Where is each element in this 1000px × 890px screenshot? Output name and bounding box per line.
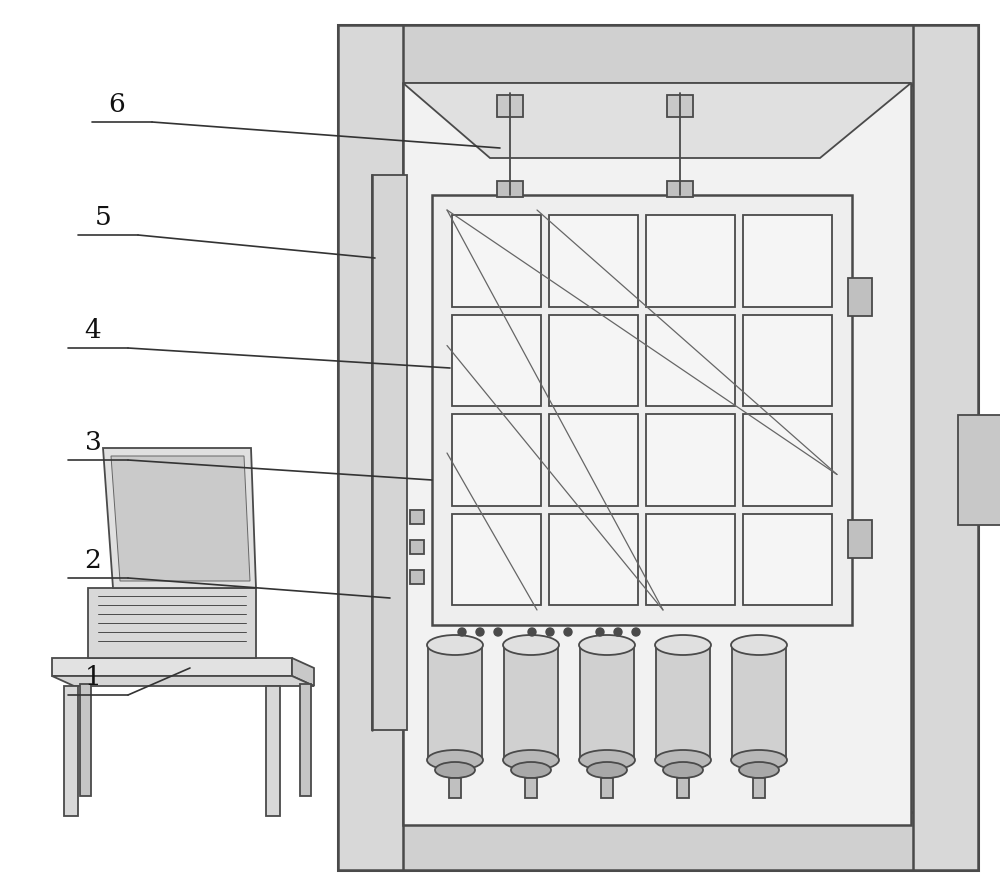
Circle shape <box>528 628 536 636</box>
Ellipse shape <box>655 635 711 655</box>
Polygon shape <box>103 448 256 588</box>
Circle shape <box>494 628 502 636</box>
Polygon shape <box>111 456 250 581</box>
Ellipse shape <box>579 750 635 770</box>
Bar <box>848 278 872 316</box>
Ellipse shape <box>427 750 483 770</box>
Bar <box>449 778 461 798</box>
Bar <box>667 181 693 197</box>
Text: 5: 5 <box>95 205 111 230</box>
Bar <box>743 414 832 506</box>
Bar <box>656 645 710 760</box>
Circle shape <box>596 628 604 636</box>
Text: 4: 4 <box>85 318 101 343</box>
Bar <box>372 175 407 730</box>
Bar <box>549 215 638 306</box>
Bar <box>88 588 256 658</box>
Polygon shape <box>52 676 314 686</box>
Text: 1: 1 <box>85 665 101 690</box>
Bar <box>667 95 693 117</box>
Bar <box>743 314 832 406</box>
Text: 6: 6 <box>109 92 125 117</box>
Bar <box>452 414 541 506</box>
Ellipse shape <box>503 750 559 770</box>
Bar <box>549 514 638 605</box>
Bar <box>525 778 537 798</box>
Bar <box>338 812 978 870</box>
Bar <box>549 414 638 506</box>
Ellipse shape <box>731 750 787 770</box>
Circle shape <box>564 628 572 636</box>
Bar <box>646 414 735 506</box>
Polygon shape <box>292 658 314 686</box>
Bar <box>52 658 292 676</box>
Bar <box>580 645 634 760</box>
Bar <box>601 778 613 798</box>
Ellipse shape <box>435 762 475 778</box>
Bar <box>452 215 541 306</box>
Bar <box>753 778 765 798</box>
Ellipse shape <box>655 750 711 770</box>
Bar <box>743 215 832 306</box>
Bar <box>338 25 978 870</box>
Bar <box>549 314 638 406</box>
Circle shape <box>614 628 622 636</box>
Bar <box>432 195 852 625</box>
Bar <box>646 514 735 605</box>
Bar <box>300 684 311 796</box>
Bar <box>913 25 978 870</box>
Bar <box>732 645 786 760</box>
Ellipse shape <box>427 635 483 655</box>
Bar <box>452 514 541 605</box>
Bar <box>743 514 832 605</box>
Ellipse shape <box>731 635 787 655</box>
Ellipse shape <box>503 635 559 655</box>
Bar <box>266 686 280 816</box>
Bar <box>410 510 424 524</box>
Text: 2: 2 <box>85 548 101 573</box>
Ellipse shape <box>511 762 551 778</box>
Bar <box>677 778 689 798</box>
Circle shape <box>458 628 466 636</box>
Bar <box>848 520 872 558</box>
Bar <box>410 540 424 554</box>
Ellipse shape <box>587 762 627 778</box>
Bar <box>958 415 1000 525</box>
Polygon shape <box>403 83 911 158</box>
Bar <box>504 645 558 760</box>
Ellipse shape <box>739 762 779 778</box>
Circle shape <box>546 628 554 636</box>
Bar <box>338 25 403 870</box>
Bar <box>646 215 735 306</box>
Ellipse shape <box>663 762 703 778</box>
Circle shape <box>476 628 484 636</box>
Bar <box>497 181 523 197</box>
Bar <box>403 83 911 825</box>
Circle shape <box>632 628 640 636</box>
Bar <box>338 25 978 85</box>
Bar <box>410 570 424 584</box>
Bar <box>497 95 523 117</box>
Text: 3: 3 <box>85 430 101 455</box>
Bar <box>646 314 735 406</box>
Bar <box>452 314 541 406</box>
Bar <box>64 686 78 816</box>
Bar <box>80 684 91 796</box>
Ellipse shape <box>579 635 635 655</box>
Bar <box>428 645 482 760</box>
